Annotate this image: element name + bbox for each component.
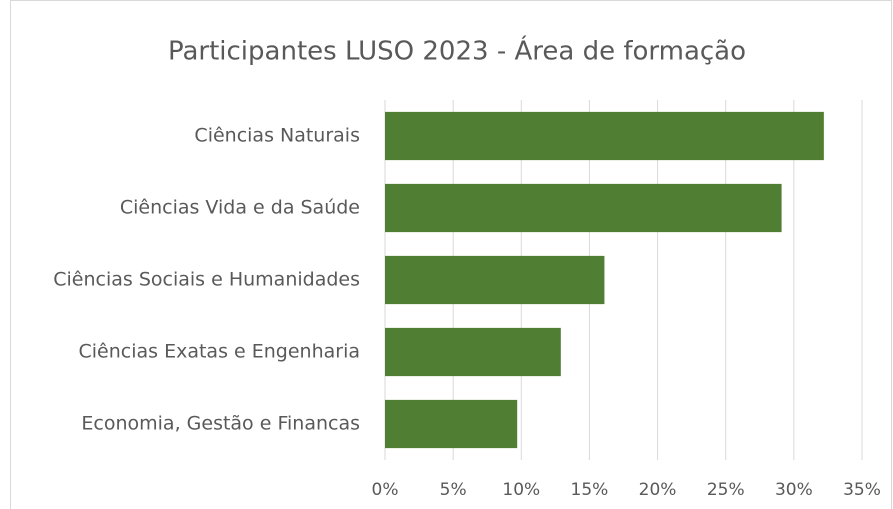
x-tick-label: 25%: [707, 480, 745, 500]
chart-title: Participantes LUSO 2023 - Área de formaç…: [168, 35, 746, 67]
bar: [385, 327, 561, 377]
y-tick-label: Ciências Naturais: [194, 125, 360, 147]
y-tick-label: Economia, Gestão e Financas: [81, 413, 360, 435]
x-tick-label: 15%: [571, 480, 609, 500]
x-tick-label: 20%: [639, 480, 677, 500]
x-tick-label: 10%: [502, 480, 540, 500]
x-tick-label: 5%: [440, 480, 467, 500]
y-tick-label: Ciências Exatas e Engenharia: [79, 341, 361, 363]
y-tick-label: Ciências Sociais e Humanidades: [53, 269, 360, 291]
bar: [385, 255, 605, 305]
bar: [385, 111, 824, 161]
y-tick-label: Ciências Vida e da Saúde: [120, 197, 360, 219]
x-tick-label: 30%: [775, 480, 813, 500]
bar: [385, 183, 782, 233]
bar: [385, 399, 518, 449]
x-tick-label: 35%: [843, 480, 881, 500]
x-tick-label: 0%: [372, 480, 399, 500]
